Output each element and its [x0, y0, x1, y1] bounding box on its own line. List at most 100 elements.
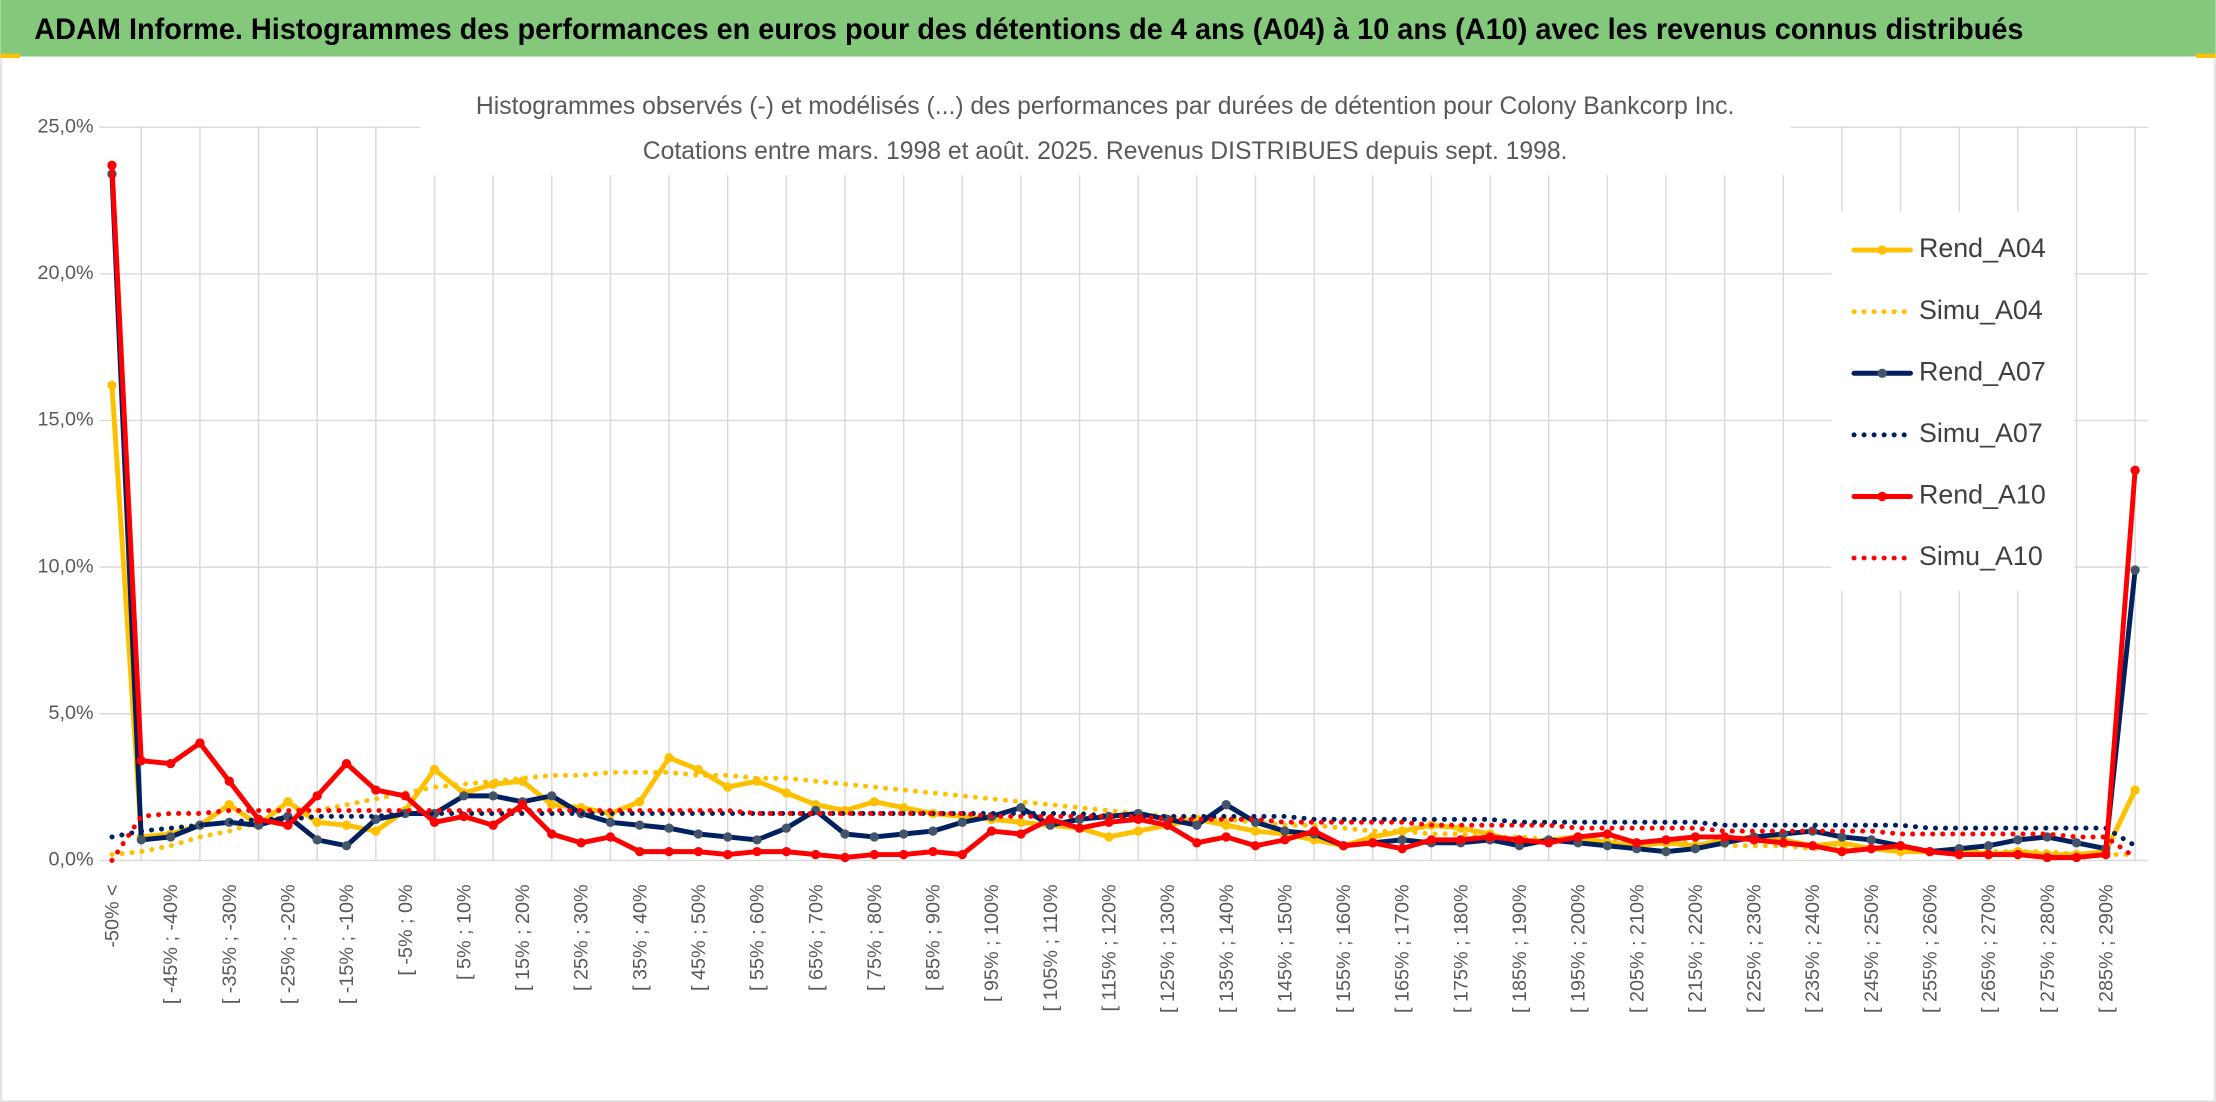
point: [1074, 823, 1085, 833]
x-tick-label: [ 135% ; 140%: [1216, 884, 1238, 1013]
point: [488, 791, 498, 801]
x-tick-label: [ 255% ; 260%: [1920, 884, 1942, 1013]
point: [1602, 841, 1613, 851]
point: [898, 802, 909, 813]
point: [1426, 835, 1437, 845]
point: [2013, 835, 2023, 845]
point: [635, 846, 645, 857]
point: [898, 849, 909, 860]
point: [1280, 826, 1290, 836]
point: [1221, 820, 1231, 830]
point: [957, 817, 967, 827]
point: [928, 826, 938, 836]
y-tick-label: 20,0%: [38, 262, 94, 284]
point: [1983, 841, 1994, 851]
point: [693, 764, 704, 775]
x-tick-label: [ 15% ; 20%: [512, 884, 534, 991]
point: [1807, 841, 1818, 851]
point: [195, 738, 205, 748]
point: [341, 820, 352, 830]
y-tick-label: 10,0%: [38, 555, 94, 577]
point: [723, 782, 733, 792]
x-tick-label: [ -45% ; -40%: [160, 884, 182, 1004]
header-bar: [0, 0, 2216, 57]
point: [840, 852, 850, 863]
point: [1456, 835, 1466, 845]
x-tick-label: [ 285% ; 290%: [2095, 884, 2117, 1013]
point: [693, 829, 704, 839]
point: [136, 756, 146, 766]
legend-label: Rend_A04: [1919, 233, 2046, 263]
legend-marker: [1877, 368, 1887, 378]
point: [1397, 835, 1407, 845]
point: [1016, 817, 1026, 827]
point: [224, 776, 234, 786]
point: [2130, 565, 2140, 575]
point: [107, 160, 117, 170]
x-tick-label: [ 85% ; 90%: [923, 884, 945, 991]
model-line: [109, 769, 2138, 858]
point: [312, 817, 322, 827]
x-tick-label: [ 205% ; 210%: [1626, 884, 1648, 1013]
point: [341, 841, 352, 851]
point: [547, 829, 557, 839]
point: [1690, 844, 1700, 854]
point: [2013, 849, 2023, 860]
point: [2071, 838, 2082, 848]
point: [1397, 844, 1407, 854]
x-tick-label: [ 55% ; 60%: [747, 884, 769, 991]
x-tick-label: [ 145% ; 150%: [1274, 884, 1296, 1013]
point: [459, 791, 469, 801]
legend-label: Simu_A07: [1919, 418, 2043, 448]
point: [253, 814, 264, 825]
point: [1749, 835, 1759, 845]
point: [1104, 832, 1114, 842]
point: [1104, 817, 1114, 827]
point: [283, 820, 293, 830]
x-tick-label: -50% <: [102, 884, 124, 947]
point: [1192, 820, 1202, 830]
point: [986, 826, 997, 836]
point: [1309, 826, 1319, 836]
point: [312, 835, 322, 845]
point: [928, 846, 938, 857]
point: [1983, 849, 1994, 860]
header-title: ADAM Informe. Histogrammes des performan…: [34, 13, 2023, 46]
point: [1016, 829, 1026, 839]
x-tick-label: [ 155% ; 160%: [1333, 884, 1355, 1013]
point: [1837, 832, 1847, 842]
point: [371, 826, 381, 836]
x-tick-label: [ 45% ; 50%: [688, 884, 710, 991]
point: [1485, 832, 1495, 842]
point: [283, 797, 293, 807]
legend-label: Simu_A04: [1919, 295, 2043, 325]
x-tick-label: [ 25% ; 30%: [571, 884, 593, 991]
x-tick-label: [ 5% ; 10%: [453, 884, 475, 980]
x-tick-label: [ 125% ; 130%: [1157, 884, 1179, 1013]
point: [664, 823, 674, 833]
point: [576, 838, 586, 848]
x-tick-label: [ 165% ; 170%: [1392, 884, 1414, 1013]
y-tick-label: 5,0%: [49, 702, 94, 724]
legend-label: Rend_A07: [1919, 356, 2046, 386]
x-tick-label: [ 195% ; 200%: [1568, 884, 1590, 1013]
x-tick-label: [ 235% ; 240%: [1802, 884, 1824, 1013]
point: [2101, 849, 2111, 860]
point: [1221, 800, 1231, 810]
point: [400, 791, 410, 801]
model-line: [109, 808, 2138, 863]
point: [2130, 465, 2140, 475]
legend-label: Rend_A10: [1919, 480, 2046, 510]
point: [341, 758, 352, 769]
point: [2130, 785, 2140, 795]
point: [1866, 835, 1876, 845]
corner: [2195, 53, 2216, 58]
point: [1925, 846, 1935, 857]
point: [1016, 802, 1026, 813]
point: [1544, 838, 1554, 848]
point: [1866, 844, 1876, 854]
point: [723, 832, 733, 842]
point: [869, 797, 879, 807]
point: [1895, 841, 1906, 851]
point: [1221, 832, 1231, 842]
